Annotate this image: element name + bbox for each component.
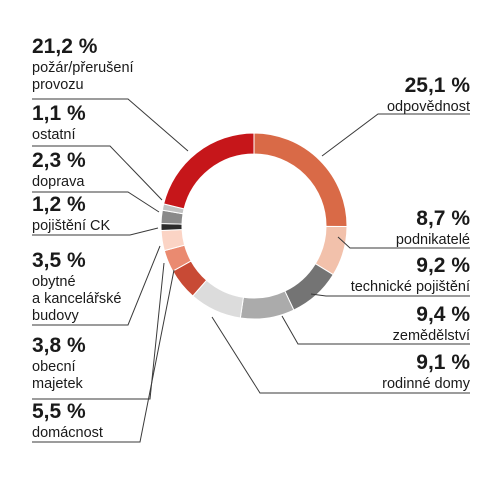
segment-value-label: 25,1 % — [405, 74, 471, 97]
segment-name-label: zemědělství — [393, 328, 470, 344]
segment-value-label: 8,7 % — [416, 207, 470, 230]
leader-line — [32, 191, 160, 213]
segment-name-label: majetek — [32, 376, 84, 392]
segment-name-label: budovy — [32, 308, 80, 324]
segment-value-label: 9,1 % — [416, 351, 470, 374]
segment-name-label: technické pojištění — [351, 279, 470, 295]
segment-value-label: 1,1 % — [32, 102, 86, 125]
donut-slice — [284, 262, 334, 311]
leader-line — [337, 236, 470, 249]
segment-value-label: 5,5 % — [32, 400, 86, 423]
segment-value-label: 9,4 % — [416, 303, 470, 326]
donut-slice — [253, 132, 348, 227]
segment-name-label: provozu — [32, 77, 84, 93]
leader-line — [32, 269, 175, 443]
segment-name-label: a kancelářské — [32, 291, 121, 307]
segment-name-label: odpovědnost — [387, 99, 470, 115]
segment-value-label: 1,2 % — [32, 193, 86, 216]
segment-name-label: obytné — [32, 274, 76, 290]
segment-name-label: doprava — [32, 174, 85, 190]
donut-slice — [239, 290, 295, 320]
segment-name-label: rodinné domy — [382, 376, 471, 392]
segment-value-label: 3,5 % — [32, 249, 86, 272]
segment-name-label: pojištění CK — [32, 218, 111, 234]
segment-value-label: 21,2 % — [32, 35, 98, 58]
segment-value-label: 2,3 % — [32, 149, 86, 172]
segment-name-label: obecní — [32, 359, 76, 375]
segment-name-label: požár/přerušení — [32, 60, 134, 76]
leader-line — [321, 113, 470, 157]
leader-line — [32, 245, 161, 326]
leader-line — [32, 98, 189, 152]
segment-value-label: 3,8 % — [32, 334, 86, 357]
segment-name-label: domácnost — [32, 425, 103, 441]
segment-name-label: ostatní — [32, 127, 76, 143]
leader-line — [211, 316, 470, 394]
leader-line — [32, 227, 159, 236]
donut-slice — [160, 223, 183, 232]
segment-name-label: podnikatelé — [396, 232, 470, 248]
segment-value-label: 9,2 % — [416, 254, 470, 277]
leader-line — [32, 145, 163, 201]
leader-line — [310, 293, 470, 297]
leader-line — [281, 315, 470, 345]
leader-line — [32, 262, 165, 400]
donut-slice — [163, 132, 255, 210]
